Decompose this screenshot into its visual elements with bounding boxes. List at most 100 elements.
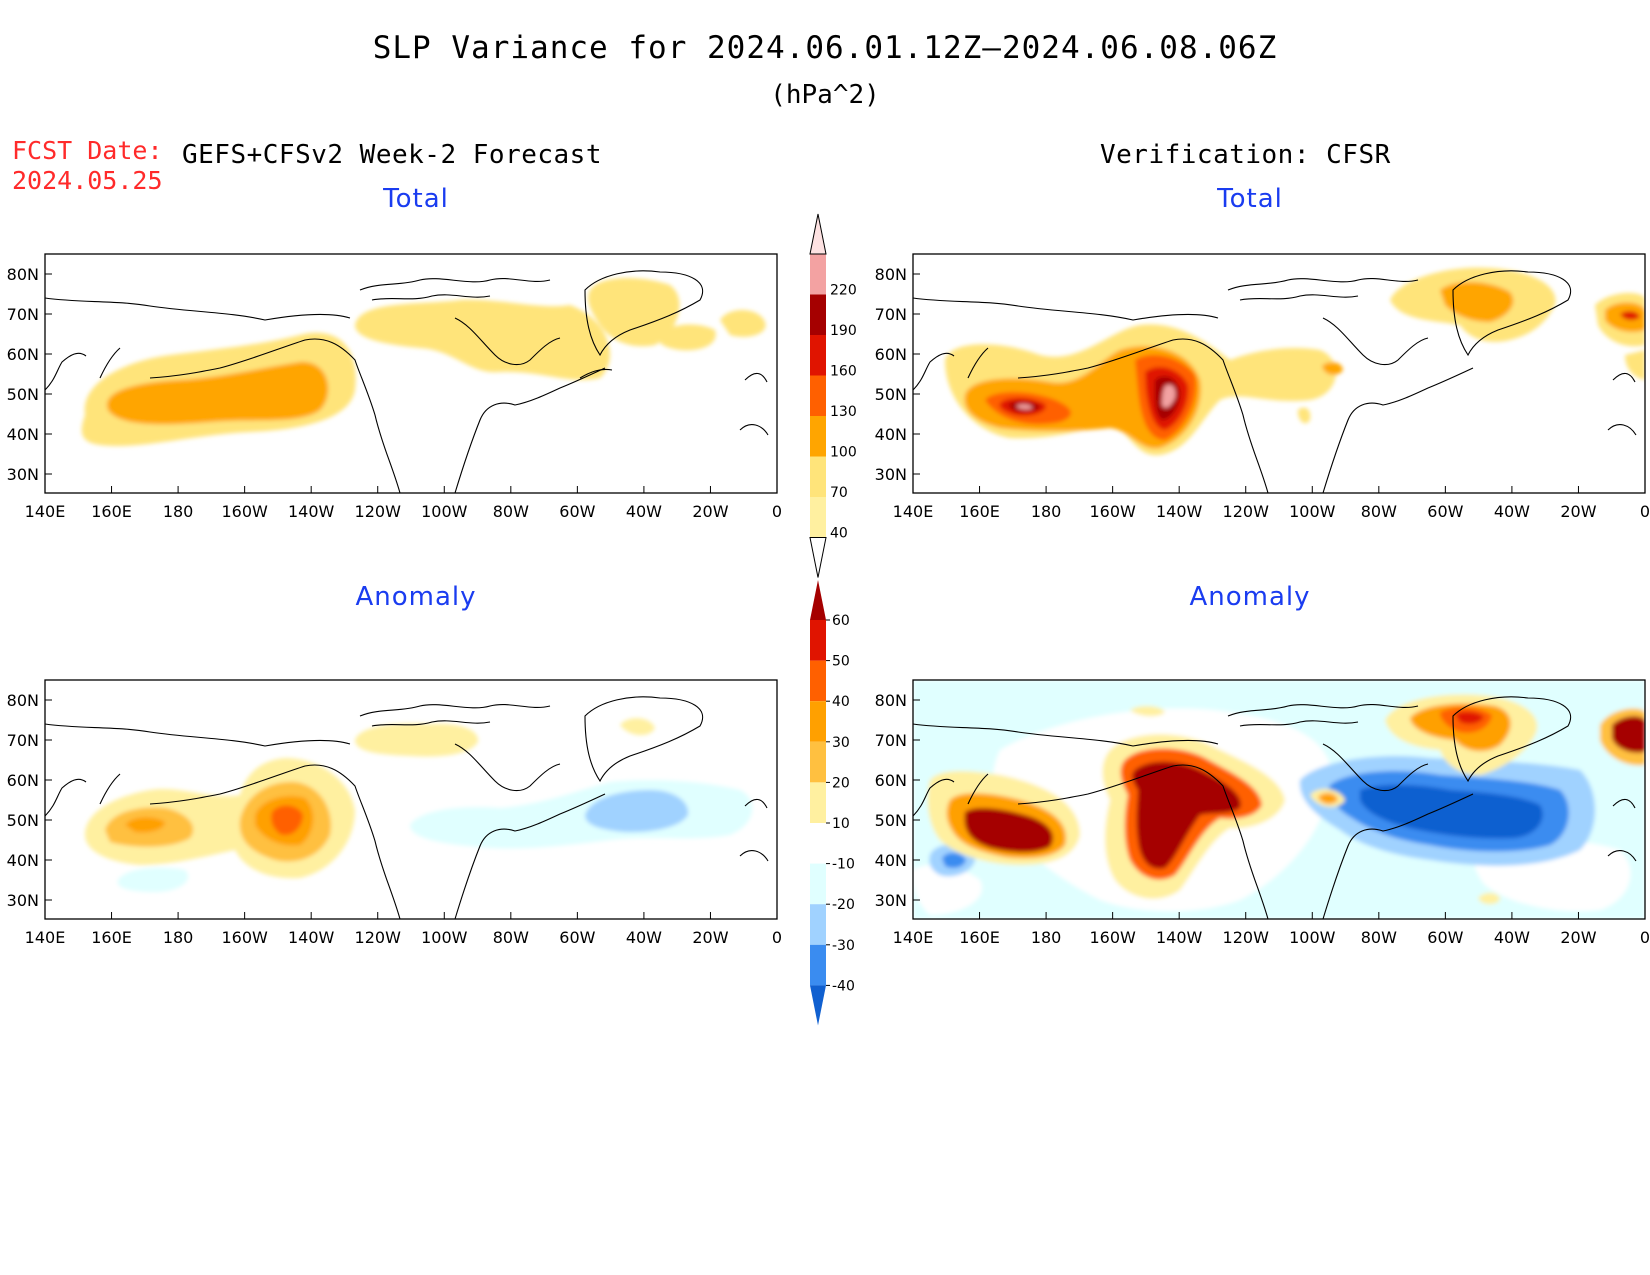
lon-tick-label: 180	[163, 928, 194, 947]
lon-tick-label: 120W	[1223, 502, 1270, 521]
lon-tick-label: 20W	[1560, 502, 1596, 521]
map-panel-fcst-anomaly: 140E 160E 180 160W 140W 120W 100W 80W 60W 40W 20W 0…	[7, 679, 782, 947]
lon-tick-label: 140E	[893, 928, 934, 947]
lon-tick-label: 120W	[355, 928, 402, 947]
map-frame-cfsr-anomaly	[912, 679, 1646, 920]
lat-tick-label: 40N	[875, 425, 907, 444]
lon-tick-label: 140W	[1156, 928, 1203, 947]
coastlines-fcst-anomaly	[45, 696, 769, 919]
colorbar-anomaly-label: -30	[832, 938, 855, 954]
lat-tick-label: 40N	[875, 851, 907, 870]
colorbar-anomaly-label: 40	[832, 694, 850, 710]
lon-tick-label: 0	[1640, 502, 1650, 521]
lon-tick-label: 60W	[559, 928, 595, 947]
coastlines-fcst-total	[45, 270, 769, 493]
lat-tick-label: 40N	[7, 425, 39, 444]
axes-cfsr-anomaly: 140E 160E 180 160W 140W 120W 100W 80W 60W 40W 20W 0…	[875, 691, 1650, 947]
lat-tick-label: 60N	[7, 345, 39, 364]
lat-tick-label: 60N	[875, 345, 907, 364]
colorbar-total-swatch	[810, 375, 826, 416]
coastlines-cfsr-anomaly	[913, 696, 1637, 919]
lon-tick-label: 80W	[493, 928, 529, 947]
lon-tick-label: 100W	[1289, 502, 1336, 521]
colorbar-total-label: 40	[830, 526, 848, 542]
lon-tick-label: 160E	[959, 928, 1000, 947]
lat-tick-label: 80N	[875, 691, 907, 710]
panel-title-cfsr-total: Total	[1217, 184, 1283, 214]
lon-tick-label: 160E	[91, 502, 132, 521]
lat-tick-label: 50N	[875, 385, 907, 404]
lon-tick-label: 160W	[221, 928, 268, 947]
colorbar-anomaly-label: 20	[832, 775, 850, 791]
colorbar-total-swatch	[810, 456, 826, 497]
colorbar-anomaly-top-arrow	[810, 580, 826, 620]
lon-tick-label: 100W	[421, 928, 468, 947]
colorbar-total-label: 70	[830, 485, 848, 501]
lon-tick-label: 160W	[1089, 928, 1136, 947]
lat-tick-label: 80N	[7, 691, 39, 710]
map-panel-fcst-total: 140E 160E 180 160W 140W 120W 100W 80W 60W 40W 20W 0…	[7, 253, 782, 521]
colorbar-anomaly-label: -10	[832, 857, 855, 873]
colorbar-anomaly-label: -40	[832, 978, 855, 994]
colorbar-anomaly-swatch	[810, 660, 826, 702]
lon-tick-label: 160W	[1089, 502, 1136, 521]
lon-tick-label: 120W	[1223, 928, 1270, 947]
lon-tick-label: 180	[163, 502, 194, 521]
lat-tick-label: 30N	[875, 465, 907, 484]
lon-tick-label: 0	[1640, 928, 1650, 947]
colorbar-anomaly-label: 50	[832, 654, 850, 670]
lon-tick-label: 80W	[1361, 928, 1397, 947]
colorbar-total-swatch	[810, 294, 826, 335]
lon-tick-label: 140E	[25, 928, 66, 947]
lon-tick-label: 180	[1031, 928, 1062, 947]
lon-tick-label: 140E	[893, 502, 934, 521]
colorbar-anomaly-label: 30	[832, 735, 850, 751]
colorbar-anomaly-swatch	[810, 904, 826, 945]
colorbar-anomaly: 60 50 40 30 20 10 -10 -20 -30 -40	[810, 580, 855, 1026]
panel-title-cfsr-anomaly: Anomaly	[1189, 582, 1311, 612]
colorbar-total: 40 70 100 130 160 190 220	[809, 213, 857, 578]
axes-fcst-total: 140E 160E 180 160W 140W 120W 100W 80W 60W 40W 20W 0…	[7, 265, 782, 521]
lon-tick-label: 60W	[559, 502, 595, 521]
lat-tick-label: 60N	[7, 771, 39, 790]
lon-tick-label: 160E	[959, 502, 1000, 521]
main-title: SLP Variance for 2024.06.01.12Z—2024.06.…	[372, 30, 1278, 66]
coastlines-cfsr-total	[913, 270, 1637, 493]
lon-tick-label: 0	[772, 502, 782, 521]
colorbar-anomaly-swatch	[810, 944, 826, 986]
map-frame-cfsr-total	[912, 253, 1646, 494]
colorbar-total-bottom-arrow	[809, 537, 827, 578]
shading-cfsr-anomaly	[913, 680, 1645, 919]
colorbar-anomaly-label: -20	[832, 897, 855, 913]
map-panel-cfsr-anomaly: 140E 160E 180 160W 140W 120W 100W 80W 60W 40W 20W 0…	[875, 679, 1650, 947]
lon-tick-label: 40W	[1494, 928, 1530, 947]
shading-fcst-anomaly	[85, 718, 753, 892]
lon-tick-label: 20W	[692, 502, 728, 521]
lat-tick-label: 40N	[7, 851, 39, 870]
lat-tick-label: 30N	[7, 465, 39, 484]
lon-tick-label: 80W	[1361, 502, 1397, 521]
lat-tick-label: 60N	[875, 771, 907, 790]
lon-tick-label: 60W	[1427, 928, 1463, 947]
lon-tick-label: 100W	[421, 502, 468, 521]
panel-title-fcst-anomaly: Anomaly	[355, 582, 477, 612]
lon-tick-label: 140W	[1156, 502, 1203, 521]
lat-tick-label: 70N	[7, 305, 39, 324]
colorbar-total-label: 190	[830, 323, 857, 339]
forecast-date-label: FCST Date:	[12, 136, 163, 165]
lon-tick-label: 160W	[221, 502, 268, 521]
lat-tick-label: 70N	[875, 305, 907, 324]
colorbar-anomaly-swatch	[810, 701, 826, 742]
lon-tick-label: 40W	[626, 928, 662, 947]
colorbar-anomaly-swatch	[810, 741, 826, 783]
lat-tick-label: 70N	[875, 731, 907, 750]
colorbar-anomaly-swatch	[810, 782, 826, 823]
colorbar-total-swatch	[810, 335, 826, 376]
shading-fcst-total	[81, 278, 766, 447]
units-subtitle: (hPa^2)	[770, 80, 880, 110]
lon-tick-label: 180	[1031, 502, 1062, 521]
lon-tick-label: 40W	[626, 502, 662, 521]
lon-tick-label: 20W	[692, 928, 728, 947]
lon-tick-label: 0	[772, 928, 782, 947]
